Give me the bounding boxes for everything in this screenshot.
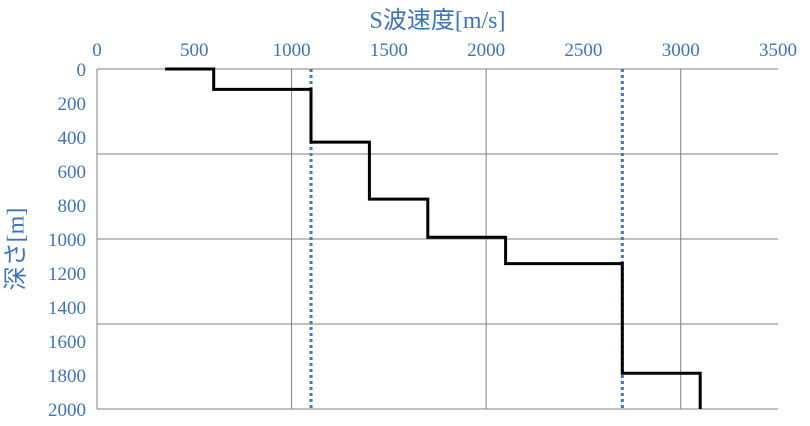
y-tick-label: 800 [58,196,87,217]
y-tick-label: 1200 [48,264,86,285]
y-tick-label: 1600 [48,332,86,353]
x-tick-label: 2000 [467,40,505,61]
series-line [165,67,702,409]
y-tick-labels: 0 200 400 600 800 1000 1200 1400 1600 1800 2000 [48,60,86,421]
x-tick-label: 3000 [662,40,700,61]
y-tick-label: 1000 [48,230,86,251]
y-tick-label: 1800 [48,366,86,387]
x-axis-title: S波速度[m/s] [369,7,505,34]
y-tick-label: 0 [77,60,87,81]
x-tick-label: 1000 [273,40,311,61]
x-tick-labels: 0 500 1000 1500 2000 2500 3000 3500 [92,40,797,61]
y-axis-title: 深さ[m] [3,208,30,291]
y-tick-label: 600 [58,162,87,183]
y-tick-label: 2000 [48,400,86,421]
x-tick-label: 1500 [370,40,408,61]
x-tick-label: 0 [92,40,102,61]
y-tick-label: 200 [58,94,87,115]
gridlines [96,68,778,410]
x-tick-label: 2500 [564,40,602,61]
series-lines [165,67,702,409]
y-tick-label: 400 [58,128,87,149]
y-tick-label: 1400 [48,298,86,319]
x-tick-label: 500 [180,40,209,61]
x-tick-label: 3500 [759,40,797,61]
